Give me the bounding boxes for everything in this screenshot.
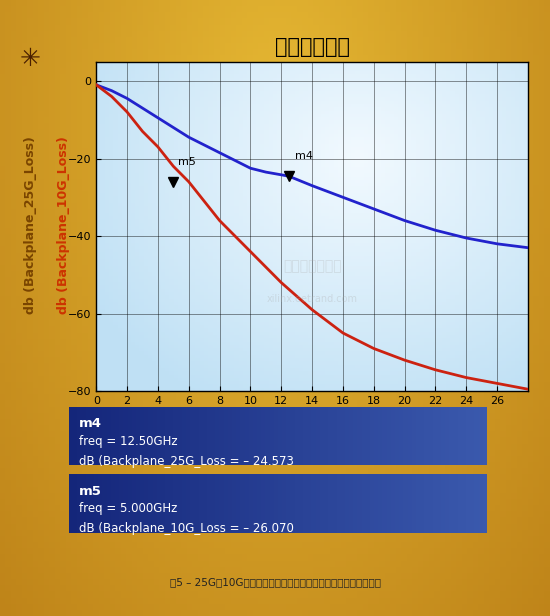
Text: freq = 5.000GHz: freq = 5.000GHz xyxy=(79,503,178,516)
Text: db (Backplane_25G_Loss): db (Backplane_25G_Loss) xyxy=(24,136,37,314)
Text: freq = 12.50GHz: freq = 12.50GHz xyxy=(79,435,178,448)
Text: m4: m4 xyxy=(79,417,102,430)
Text: ✳: ✳ xyxy=(20,47,41,70)
Text: 赛灵思中文社区: 赛灵思中文社区 xyxy=(283,259,342,273)
Text: m4: m4 xyxy=(295,151,313,161)
Text: 图5 – 25G和10G背板的插入损耗分别在各自的奈奎斯特频中显示。: 图5 – 25G和10G背板的插入损耗分别在各自的奈奎斯特频中显示。 xyxy=(169,577,381,587)
Text: dB (Backplane_10G_Loss = – 26.070: dB (Backplane_10G_Loss = – 26.070 xyxy=(79,522,294,535)
Text: xilinx.eetrand.com: xilinx.eetrand.com xyxy=(267,294,358,304)
Text: m5: m5 xyxy=(79,485,102,498)
Text: db (Backplane_10G_Loss): db (Backplane_10G_Loss) xyxy=(57,136,70,314)
Text: m5: m5 xyxy=(178,156,196,166)
Title: 差分损耗对比: 差分损耗对比 xyxy=(274,37,350,57)
X-axis label: freq, GHz: freq, GHz xyxy=(279,411,345,426)
Text: dB (Backplane_25G_Loss = – 24.573: dB (Backplane_25G_Loss = – 24.573 xyxy=(79,455,294,468)
